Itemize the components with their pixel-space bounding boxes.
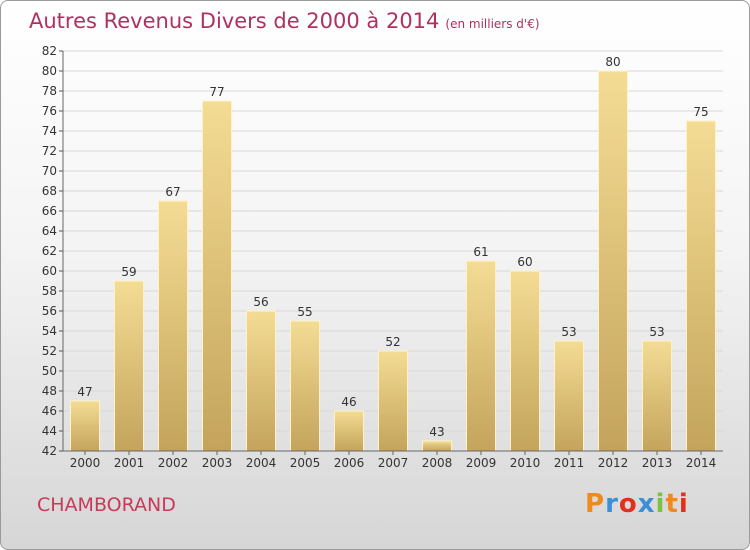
bar-2004 <box>245 310 277 452</box>
logo-letter: r <box>605 489 619 519</box>
bar-2011 <box>553 340 585 452</box>
logo-letter: t <box>665 489 679 519</box>
y-tick-label: 48 <box>42 384 57 398</box>
y-tick-label: 52 <box>42 344 57 358</box>
logo-letter: o <box>618 489 638 519</box>
bar-2007 <box>377 350 409 452</box>
bar-2000 <box>69 400 101 452</box>
x-tick-label: 2011 <box>554 456 585 470</box>
data-label-2010: 60 <box>517 255 532 269</box>
y-tick-label: 62 <box>42 244 57 258</box>
data-label-2007: 52 <box>385 335 400 349</box>
y-tick-label: 46 <box>42 404 57 418</box>
data-label-2006: 46 <box>341 395 356 409</box>
data-label-2002: 67 <box>165 185 180 199</box>
y-tick-label: 68 <box>42 184 57 198</box>
x-tick-label: 2005 <box>290 456 321 470</box>
data-label-2005: 55 <box>297 305 312 319</box>
data-label-2011: 53 <box>561 325 576 339</box>
x-tick-label: 2012 <box>598 456 629 470</box>
bar-2012 <box>597 70 629 452</box>
axes: 42 44 46 48 50 52 54 56 58 60 62 64 66 68 70 72 74 76 78 80… <box>42 44 723 470</box>
x-tick-label: 2002 <box>158 456 189 470</box>
y-tick-label: 82 <box>42 44 57 58</box>
x-tick-label: 2004 <box>246 456 277 470</box>
y-tick-label: 64 <box>42 224 57 238</box>
proxiti-logo: Proxiti <box>585 489 689 519</box>
logo-letter: P <box>585 489 606 519</box>
chart-title: Autres Revenus Divers de 2000 à 2014 (en … <box>29 9 540 33</box>
bar-2008 <box>421 440 453 452</box>
bar-2009 <box>465 260 497 452</box>
bars: 47 59 67 77 56 55 46 52 43 61 60 53 80 53 75 <box>69 55 717 452</box>
data-label-2008: 43 <box>429 425 444 439</box>
x-tick-label: 2009 <box>466 456 497 470</box>
y-tick-label: 72 <box>42 144 57 158</box>
bar-2002 <box>157 200 189 452</box>
y-tick-label: 54 <box>42 324 57 338</box>
y-tick-label: 80 <box>42 64 57 78</box>
y-tick-label: 42 <box>42 444 57 458</box>
data-label-2001: 59 <box>121 265 136 279</box>
bar-2006 <box>333 410 365 452</box>
x-tick-label: 2008 <box>422 456 453 470</box>
title-unit: (en milliers d'€) <box>445 17 540 31</box>
data-label-2014: 75 <box>693 105 708 119</box>
y-tick-label: 70 <box>42 164 57 178</box>
data-label-2000: 47 <box>77 385 92 399</box>
y-tick-label: 66 <box>42 204 57 218</box>
x-tick-label: 2014 <box>686 456 717 470</box>
x-tick-label: 2003 <box>202 456 233 470</box>
bar-2013 <box>641 340 673 452</box>
logo-letter: x <box>637 489 656 519</box>
data-label-2004: 56 <box>253 295 268 309</box>
x-tick-label: 2013 <box>642 456 673 470</box>
bar-2005 <box>289 320 321 452</box>
y-tick-label: 50 <box>42 364 57 378</box>
x-tick-label: 2007 <box>378 456 409 470</box>
data-label-2009: 61 <box>473 245 488 259</box>
bar-2001 <box>113 280 145 452</box>
y-tick-label: 56 <box>42 304 57 318</box>
bar-2010 <box>509 270 541 452</box>
y-tick-label: 74 <box>42 124 57 138</box>
logo-letter: i <box>678 489 689 519</box>
bar-2003 <box>201 100 233 452</box>
bar-2014 <box>685 120 717 452</box>
x-tick-label: 2000 <box>70 456 101 470</box>
y-tick-label: 78 <box>42 84 57 98</box>
data-label-2013: 53 <box>649 325 664 339</box>
y-tick-label: 60 <box>42 264 57 278</box>
x-tick-label: 2010 <box>510 456 541 470</box>
title-text: Autres Revenus Divers de 2000 à 2014 <box>29 9 440 33</box>
commune-name: CHAMBORAND <box>37 494 176 516</box>
data-label-2012: 80 <box>605 55 620 69</box>
y-tick-label: 58 <box>42 284 57 298</box>
x-tick-label: 2001 <box>114 456 145 470</box>
logo-letter: i <box>655 489 666 519</box>
y-tick-label: 44 <box>42 424 57 438</box>
y-tick-label: 76 <box>42 104 57 118</box>
data-label-2003: 77 <box>209 85 224 99</box>
x-tick-label: 2006 <box>334 456 365 470</box>
